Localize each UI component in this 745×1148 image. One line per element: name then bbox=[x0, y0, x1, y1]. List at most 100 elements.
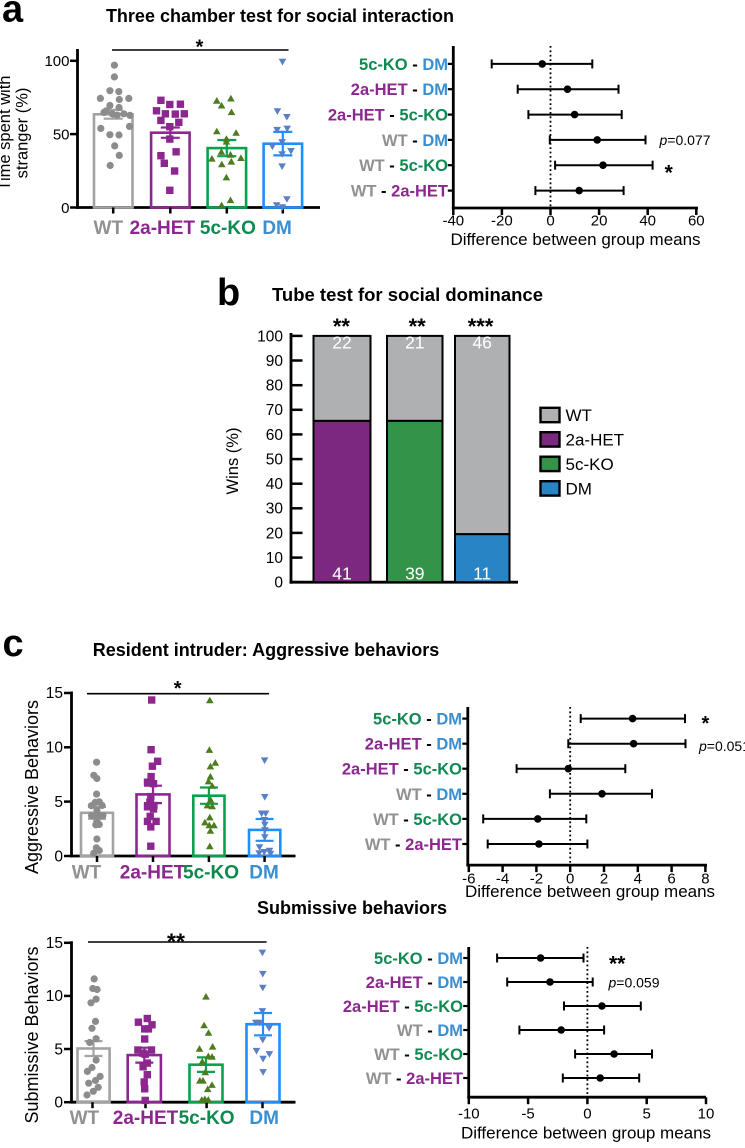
svg-text:WT - 5c-KO: WT - 5c-KO bbox=[374, 1046, 463, 1064]
svg-text:Aggressive Behaviors: Aggressive Behaviors bbox=[22, 700, 42, 874]
svg-text:WT: WT bbox=[72, 863, 102, 884]
svg-text:20: 20 bbox=[266, 525, 284, 542]
svg-text:WT: WT bbox=[94, 218, 124, 239]
svg-text:41: 41 bbox=[332, 564, 351, 584]
svg-text:Resident intruder: Aggressive: Resident intruder: Aggressive behaviors bbox=[93, 640, 439, 660]
svg-text:15: 15 bbox=[46, 685, 63, 702]
svg-text:2a-HET - 5c-KO: 2a-HET - 5c-KO bbox=[343, 998, 463, 1016]
svg-text:40: 40 bbox=[639, 213, 656, 230]
svg-text:DM: DM bbox=[249, 863, 279, 884]
svg-text:b: b bbox=[217, 272, 240, 314]
svg-text:-2: -2 bbox=[530, 870, 543, 887]
svg-text:-5: -5 bbox=[521, 1106, 534, 1123]
svg-text:DM: DM bbox=[262, 218, 292, 239]
svg-text:2a-HET - 5c-KO: 2a-HET - 5c-KO bbox=[342, 761, 462, 779]
svg-text:p=0.077: p=0.077 bbox=[659, 132, 711, 148]
svg-text:0: 0 bbox=[61, 200, 69, 217]
svg-text:WT - DM: WT - DM bbox=[397, 1022, 463, 1040]
svg-text:60: 60 bbox=[688, 213, 705, 230]
svg-text:8: 8 bbox=[701, 870, 709, 887]
svg-text:WT - DM: WT - DM bbox=[382, 132, 448, 150]
svg-text:Tube test for social dominance: Tube test for social dominance bbox=[272, 284, 543, 305]
svg-text:20: 20 bbox=[591, 213, 608, 230]
svg-text:10: 10 bbox=[46, 988, 64, 1005]
svg-text:0: 0 bbox=[566, 870, 574, 887]
svg-text:21: 21 bbox=[405, 333, 424, 353]
svg-text:5c-KO: 5c-KO bbox=[566, 455, 614, 474]
svg-text:40: 40 bbox=[266, 476, 284, 493]
svg-text:15: 15 bbox=[46, 935, 63, 952]
svg-text:39: 39 bbox=[405, 564, 424, 584]
svg-text:**: ** bbox=[333, 314, 351, 339]
svg-text:22: 22 bbox=[332, 333, 351, 353]
svg-text:50: 50 bbox=[266, 452, 284, 469]
svg-text:WT - 2a-HET: WT - 2a-HET bbox=[351, 183, 448, 201]
svg-text:***: *** bbox=[468, 314, 494, 339]
svg-text:Difference between group means: Difference between group means bbox=[450, 230, 700, 249]
svg-text:5c-KO: 5c-KO bbox=[200, 218, 256, 239]
svg-text:2a-HET: 2a-HET bbox=[113, 1108, 179, 1129]
svg-text:46: 46 bbox=[472, 333, 491, 353]
svg-text:2a-HET - DM: 2a-HET - DM bbox=[365, 736, 462, 754]
svg-text:5: 5 bbox=[54, 1041, 63, 1058]
svg-text:0: 0 bbox=[274, 575, 283, 592]
svg-text:WT - 2a-HET: WT - 2a-HET bbox=[365, 836, 462, 854]
svg-text:-4: -4 bbox=[496, 870, 509, 887]
svg-text:0: 0 bbox=[546, 213, 554, 230]
svg-text:100: 100 bbox=[44, 53, 69, 70]
svg-text:*: * bbox=[196, 37, 204, 59]
svg-text:-20: -20 bbox=[491, 213, 513, 230]
svg-text:2a-HET - 5c-KO: 2a-HET - 5c-KO bbox=[328, 107, 448, 125]
svg-text:-6: -6 bbox=[462, 870, 475, 887]
svg-text:5c-KO - DM: 5c-KO - DM bbox=[373, 711, 462, 729]
svg-text:Difference between group means: Difference between group means bbox=[461, 1124, 711, 1143]
svg-text:2a-HET - DM: 2a-HET - DM bbox=[366, 974, 463, 992]
svg-text:10: 10 bbox=[698, 1106, 715, 1123]
svg-text:5: 5 bbox=[643, 1106, 651, 1123]
svg-text:Three chamber test for social: Three chamber test for social interactio… bbox=[106, 6, 454, 26]
svg-text:5c-KO - DM: 5c-KO - DM bbox=[359, 56, 448, 74]
svg-text:*: * bbox=[665, 162, 674, 185]
svg-text:30: 30 bbox=[266, 501, 284, 518]
svg-text:10: 10 bbox=[266, 550, 284, 567]
svg-text:90: 90 bbox=[266, 353, 284, 370]
svg-text:DM: DM bbox=[249, 1108, 279, 1129]
svg-text:2a-HET: 2a-HET bbox=[130, 218, 196, 239]
svg-text:stranger (%): stranger (%) bbox=[14, 88, 32, 179]
svg-text:10: 10 bbox=[46, 740, 64, 757]
svg-text:**: ** bbox=[167, 929, 185, 955]
svg-text:80: 80 bbox=[266, 378, 284, 395]
svg-text:a: a bbox=[2, 0, 24, 30]
svg-text:-40: -40 bbox=[442, 213, 464, 230]
svg-text:5c-KO: 5c-KO bbox=[179, 1108, 235, 1129]
svg-text:Time spent with: Time spent with bbox=[0, 76, 14, 191]
svg-text:4: 4 bbox=[634, 870, 642, 887]
svg-text:-10: -10 bbox=[458, 1106, 480, 1123]
svg-text:WT - 5c-KO: WT - 5c-KO bbox=[359, 157, 448, 175]
svg-text:5c-KO - DM: 5c-KO - DM bbox=[374, 950, 463, 968]
svg-text:WT - 5c-KO: WT - 5c-KO bbox=[373, 811, 462, 829]
svg-text:*: * bbox=[174, 678, 182, 700]
svg-text:WT: WT bbox=[566, 406, 592, 425]
svg-text:DM: DM bbox=[566, 479, 592, 498]
svg-text:**: ** bbox=[609, 952, 626, 975]
svg-text:0: 0 bbox=[54, 848, 63, 865]
svg-text:Submissive behaviors: Submissive behaviors bbox=[257, 898, 447, 918]
svg-text:Wins (%): Wins (%) bbox=[224, 428, 242, 495]
svg-text:WT - DM: WT - DM bbox=[396, 786, 462, 804]
svg-text:70: 70 bbox=[266, 402, 284, 419]
svg-text:WT - 2a-HET: WT - 2a-HET bbox=[366, 1070, 463, 1088]
svg-text:2a-HET: 2a-HET bbox=[120, 863, 186, 884]
svg-text:c: c bbox=[3, 623, 24, 665]
svg-text:11: 11 bbox=[473, 564, 491, 584]
svg-text:2a-HET: 2a-HET bbox=[566, 430, 625, 449]
svg-text:2a-HET - DM: 2a-HET - DM bbox=[351, 81, 448, 99]
svg-text:WT: WT bbox=[70, 1108, 100, 1129]
svg-text:p=0.059: p=0.059 bbox=[608, 974, 660, 990]
svg-text:100: 100 bbox=[257, 328, 283, 345]
svg-text:Submissive Behaviors: Submissive Behaviors bbox=[22, 946, 42, 1123]
svg-text:50: 50 bbox=[53, 126, 70, 143]
svg-text:*: * bbox=[702, 713, 710, 735]
svg-text:0: 0 bbox=[583, 1106, 591, 1123]
svg-text:5c-KO: 5c-KO bbox=[183, 863, 239, 884]
